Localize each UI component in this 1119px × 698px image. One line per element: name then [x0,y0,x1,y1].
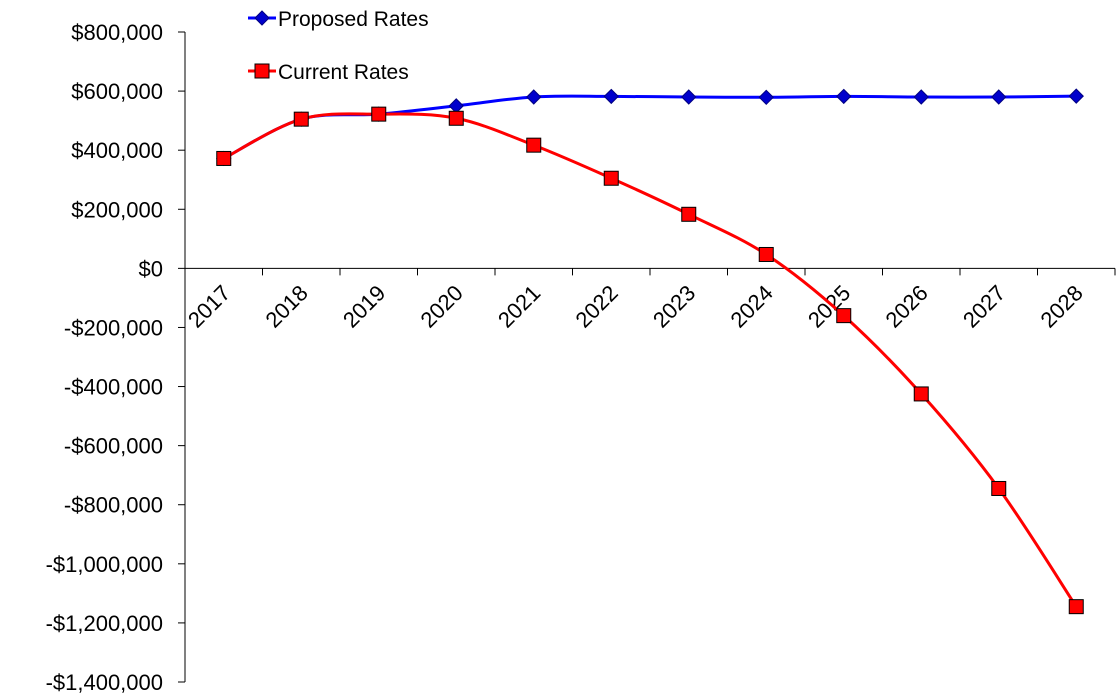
proposed-rates-point-2028 [1068,88,1084,104]
x-tick-label: 2023 [648,280,700,332]
y-tick-label: $400,000 [71,138,163,163]
x-tick-label: 2028 [1035,280,1087,332]
proposed-rates-line [223,94,1077,160]
proposed-rates-point-2021 [526,89,542,105]
current-rates-point-2017 [216,150,232,166]
y-tick-label: $0 [139,256,163,281]
current-rates-point-2024 [758,246,774,262]
x-tick-label: 2017 [183,280,235,332]
proposed-rates-point-2025 [836,88,852,105]
current-rates-legend-label: Current Rates [278,61,409,84]
series-markers [216,88,1084,615]
current-rates-point-2025 [836,308,852,324]
current-rates-point-2022 [603,170,619,186]
current-rates-legend-marker [254,63,270,79]
current-rates-point-2021 [526,137,542,153]
y-tick-label: -$1,200,000 [46,611,163,636]
y-tick-label: $600,000 [71,79,163,104]
y-tick-label: -$800,000 [64,493,163,518]
x-tick-label: 2027 [958,280,1010,332]
y-tick-label: $200,000 [71,197,163,222]
x-tick-label: 2026 [880,280,932,332]
x-tick-label: 2018 [260,280,312,332]
x-tick-label: 2021 [493,280,545,332]
y-tick-label: -$600,000 [64,434,163,459]
proposed-rates-legend-marker [254,10,270,26]
x-tick-label: 2019 [338,280,390,332]
proposed-rates-point-2022 [603,88,619,105]
legend: Proposed Rates Current Rates [248,8,429,84]
current-rates-point-2023 [681,206,697,222]
x-tick-label: 2024 [725,280,777,332]
current-rates-point-2019 [371,106,387,122]
y-tick-label: -$1,000,000 [46,552,163,577]
y-tick-label: -$1,400,000 [46,670,163,695]
current-rates-point-2020 [448,110,464,126]
proposed-rates-point-2024 [758,89,774,106]
y-tick-label: -$400,000 [64,375,163,400]
current-rates-point-2028 [1068,599,1084,615]
current-rates-point-2027 [991,480,1007,496]
x-tick-label: 2020 [415,280,467,332]
proposed-rates-point-2020 [448,98,464,114]
current-rates-point-2018 [293,111,309,127]
current-rates-line [223,112,1078,608]
proposed-rates-point-2023 [681,89,697,105]
y-tick-label: $800,000 [71,20,163,45]
proposed-rates-point-2026 [913,89,929,105]
series-lines [223,94,1078,608]
proposed-rates-legend-label: Proposed Rates [278,8,429,31]
y-tick-label: -$200,000 [64,315,163,340]
proposed-rates-point-2027 [991,89,1007,105]
current-rates-point-2026 [913,386,929,402]
axes: $800,000 $600,000 $400,000 $200,000 $0 -$200,… [46,20,1116,695]
x-tick-label: 2022 [570,280,622,332]
